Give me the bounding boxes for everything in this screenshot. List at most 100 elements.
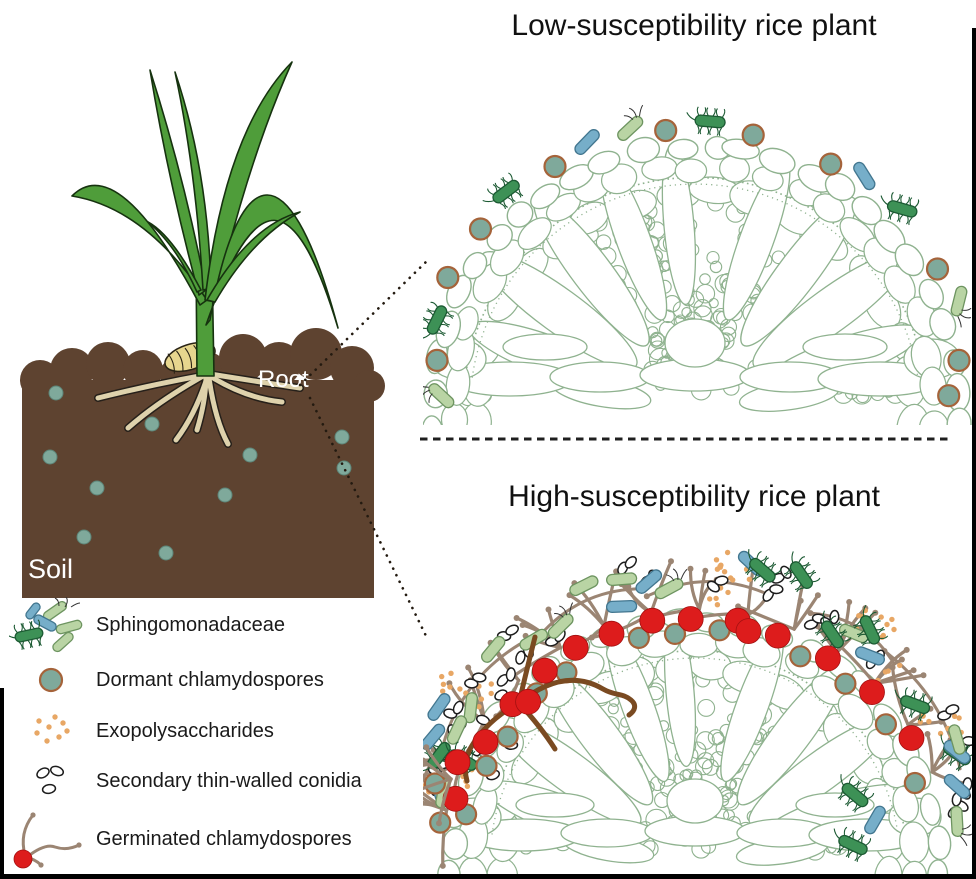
bacterium-icon <box>852 604 889 646</box>
legend-label: Exopolysaccharides <box>96 719 274 742</box>
roots <box>95 371 303 447</box>
dormant-chlamydospore-icon <box>903 771 926 795</box>
eps-dot-icon <box>488 681 494 687</box>
legend-item-exopolysaccharides: Exopolysaccharides <box>8 706 432 756</box>
eps-dot-icon <box>457 686 463 692</box>
dormant-chlamydospore-icon <box>38 667 64 693</box>
bacterium-icon <box>427 693 451 721</box>
dormant-chlamydospore-icon <box>741 123 765 147</box>
figure-border-left <box>0 688 4 879</box>
eps-dot-icon <box>64 728 70 734</box>
germinated-chlamydospore-icon <box>562 634 589 661</box>
dormant-chlamydospore-icon <box>425 348 449 372</box>
microbe-decorations <box>423 549 973 869</box>
eps-dot-icon <box>951 713 958 719</box>
rice-plant <box>71 61 339 377</box>
eps-dot-icon <box>730 577 736 583</box>
eps-dot-icon <box>718 562 724 568</box>
eps-dot-icon <box>439 673 445 680</box>
connector-dotted-lines <box>298 256 432 642</box>
bacterium-icon <box>55 619 83 635</box>
bacterium-icon <box>617 104 644 142</box>
bacterium-icon <box>423 383 455 409</box>
eps-dot-icon <box>464 783 471 789</box>
conidium-icon <box>714 575 729 586</box>
dormant-chlamydospore-icon <box>468 217 493 241</box>
conidium-icon <box>505 667 516 682</box>
conidium-icon <box>49 765 65 777</box>
bacterium-icon <box>25 602 41 620</box>
bacterium-icon <box>894 686 933 722</box>
bacterium-icon <box>574 129 600 155</box>
bacterium-icon <box>854 646 886 666</box>
eps-dot-icon <box>476 704 482 710</box>
bacterium-icon <box>635 569 663 594</box>
bacterium-icon <box>423 723 446 751</box>
conidium-icon <box>472 672 487 683</box>
dormant-chlamydospore-icon <box>663 622 687 646</box>
germinated-chlamydospore-icon <box>444 749 471 776</box>
legend-item-dormant-chlamydospores: Dormant chlamydospores <box>8 654 432 706</box>
conidium-icon <box>829 609 840 625</box>
legend-label: Dormant chlamydospores <box>96 668 324 691</box>
eps-dot-icon <box>878 614 884 620</box>
eps-dot-icon <box>60 720 66 726</box>
conidium-icon <box>624 555 637 569</box>
germinated-chlamydospore-icon <box>531 657 558 684</box>
legend-item-germinated-chlamydospores: Germinated chlamydospores <box>8 806 432 872</box>
dormant-chlamydospore-icon <box>627 626 650 650</box>
low-susceptibility-root-cross-section <box>423 104 972 425</box>
bacterium-icon <box>423 301 455 340</box>
bacterium-icon <box>686 106 726 137</box>
legend-label: Secondary thin-walled conidia <box>96 769 362 792</box>
bacterium-icon <box>837 774 875 813</box>
dormant-chlamydospore-icon <box>789 645 812 668</box>
eps-dot-icon <box>891 626 897 633</box>
legend-item-sphingomonadaceae: Sphingomonadaceae <box>8 596 432 654</box>
eps-dot-icon <box>956 715 962 721</box>
bacterium-icon <box>814 610 852 652</box>
bacterium-icon <box>833 826 872 862</box>
eps-dot-icon <box>889 616 895 623</box>
eps-dot-icon <box>937 730 944 737</box>
eps-dot-icon <box>440 681 447 687</box>
germinated-chlamydospore-icon <box>598 620 625 647</box>
eps-dot-icon <box>707 596 713 602</box>
bacterium-icon <box>482 172 524 210</box>
microbe-decorations <box>423 104 972 409</box>
root-label: Root <box>258 366 309 393</box>
germinated-chlamydospore-icon <box>639 607 666 634</box>
eps-dot-icon <box>447 684 453 690</box>
germinated-chlamydospore-icon <box>764 622 791 649</box>
dormant-chlamydospore-icon <box>925 257 950 281</box>
eps-dot-icon <box>46 724 52 730</box>
dormant-chlamydospore-icon <box>475 754 498 777</box>
conidium-icon <box>41 783 57 795</box>
low-susceptibility-title: Low-susceptibility rice plant <box>511 9 877 42</box>
bacterium-icon <box>864 805 886 835</box>
bacterium-icon <box>654 568 688 600</box>
eps-dot-icon <box>725 589 731 596</box>
dormant-chlamydospore-icon <box>38 667 64 693</box>
germinated-chlamydospore-icon <box>814 645 841 672</box>
germinated-chlamydospore-icon <box>677 606 704 632</box>
dormant-chlamydospore-icon <box>874 713 897 736</box>
eps-dot-icon <box>714 566 721 572</box>
legend-label: Sphingomonadaceae <box>96 613 286 636</box>
conidium-icon <box>505 624 519 636</box>
high-susceptibility-title: High-susceptibility rice plant <box>508 480 880 513</box>
eps-dot-icon <box>879 634 885 640</box>
bacterium-icon <box>880 191 920 226</box>
dormant-chlamydospore-icon <box>436 265 460 290</box>
eps-dot-icon <box>36 718 42 724</box>
eps-dot-icon <box>885 668 891 674</box>
legend-item-secondary-conidia: Secondary thin-walled conidia <box>8 756 432 806</box>
soil-label: Soil <box>28 554 73 584</box>
eps-dot-icon <box>440 688 446 694</box>
bacterium-icon <box>33 614 57 632</box>
secondary-thin-walled-conidia-icon <box>36 765 65 795</box>
conidium-icon <box>515 650 526 665</box>
dormant-chlamydospore-icon <box>496 725 519 748</box>
conidium-icon <box>452 700 464 715</box>
